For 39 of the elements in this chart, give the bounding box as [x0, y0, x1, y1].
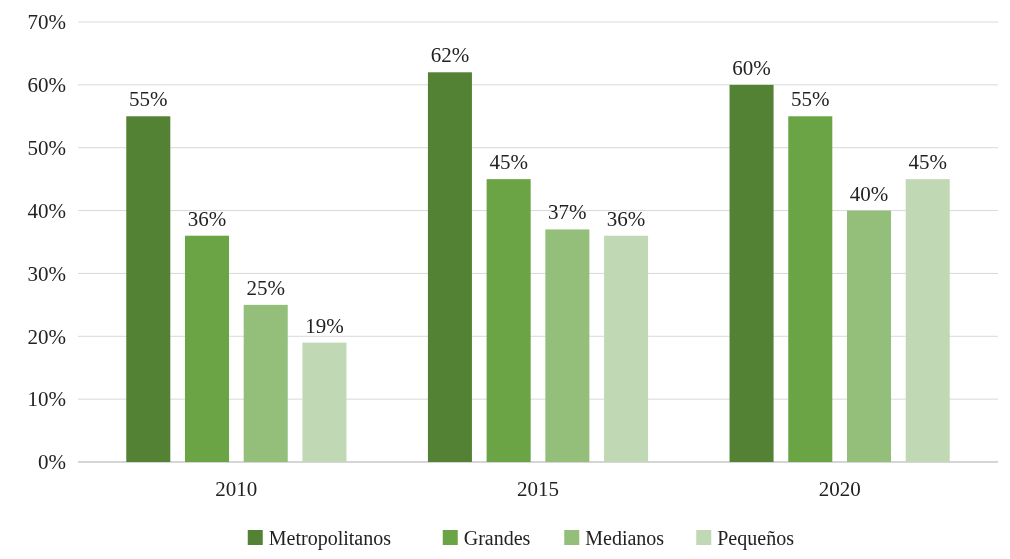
- bar: [427, 72, 472, 462]
- y-tick-label: 30%: [27, 261, 66, 286]
- bar: [545, 229, 590, 462]
- data-label: 45%: [908, 150, 947, 175]
- data-label: 40%: [849, 181, 889, 206]
- bar: [788, 116, 833, 462]
- legend-label: Grandes: [463, 527, 531, 549]
- data-label: 55%: [791, 87, 830, 112]
- data-label: 37%: [548, 200, 587, 225]
- bar: [604, 235, 649, 462]
- bar: [846, 210, 892, 462]
- bar: [729, 84, 774, 462]
- data-label: 45%: [489, 150, 528, 175]
- data-label: 36%: [187, 206, 227, 231]
- legend-label: Medianos: [585, 527, 665, 549]
- y-tick-label: 70%: [27, 10, 66, 35]
- bar: [184, 235, 230, 462]
- legend-label: Metropolitanos: [268, 527, 392, 550]
- y-tick-label: 60%: [27, 73, 66, 98]
- data-label: 60%: [732, 55, 771, 80]
- y-tick-label: 40%: [27, 198, 66, 223]
- data-label: 25%: [246, 275, 285, 300]
- data-label: 55%: [129, 87, 168, 112]
- data-label: 36%: [606, 206, 646, 231]
- x-tick-label: 2020: [818, 477, 861, 501]
- y-tick-label: 0%: [38, 450, 66, 475]
- y-tick-label: 50%: [27, 136, 66, 161]
- legend-label: Pequeños: [717, 527, 795, 550]
- bar: [486, 179, 531, 462]
- data-label: 62%: [430, 43, 470, 68]
- bar: [905, 179, 950, 462]
- x-tick-label: 2015: [517, 477, 559, 501]
- y-tick-label: 10%: [27, 387, 66, 412]
- y-tick-label: 20%: [27, 324, 66, 349]
- bar: [126, 116, 171, 462]
- bar: [243, 304, 288, 462]
- bar: [302, 342, 347, 462]
- data-label: 19%: [305, 313, 344, 338]
- x-tick-label: 2010: [215, 477, 258, 501]
